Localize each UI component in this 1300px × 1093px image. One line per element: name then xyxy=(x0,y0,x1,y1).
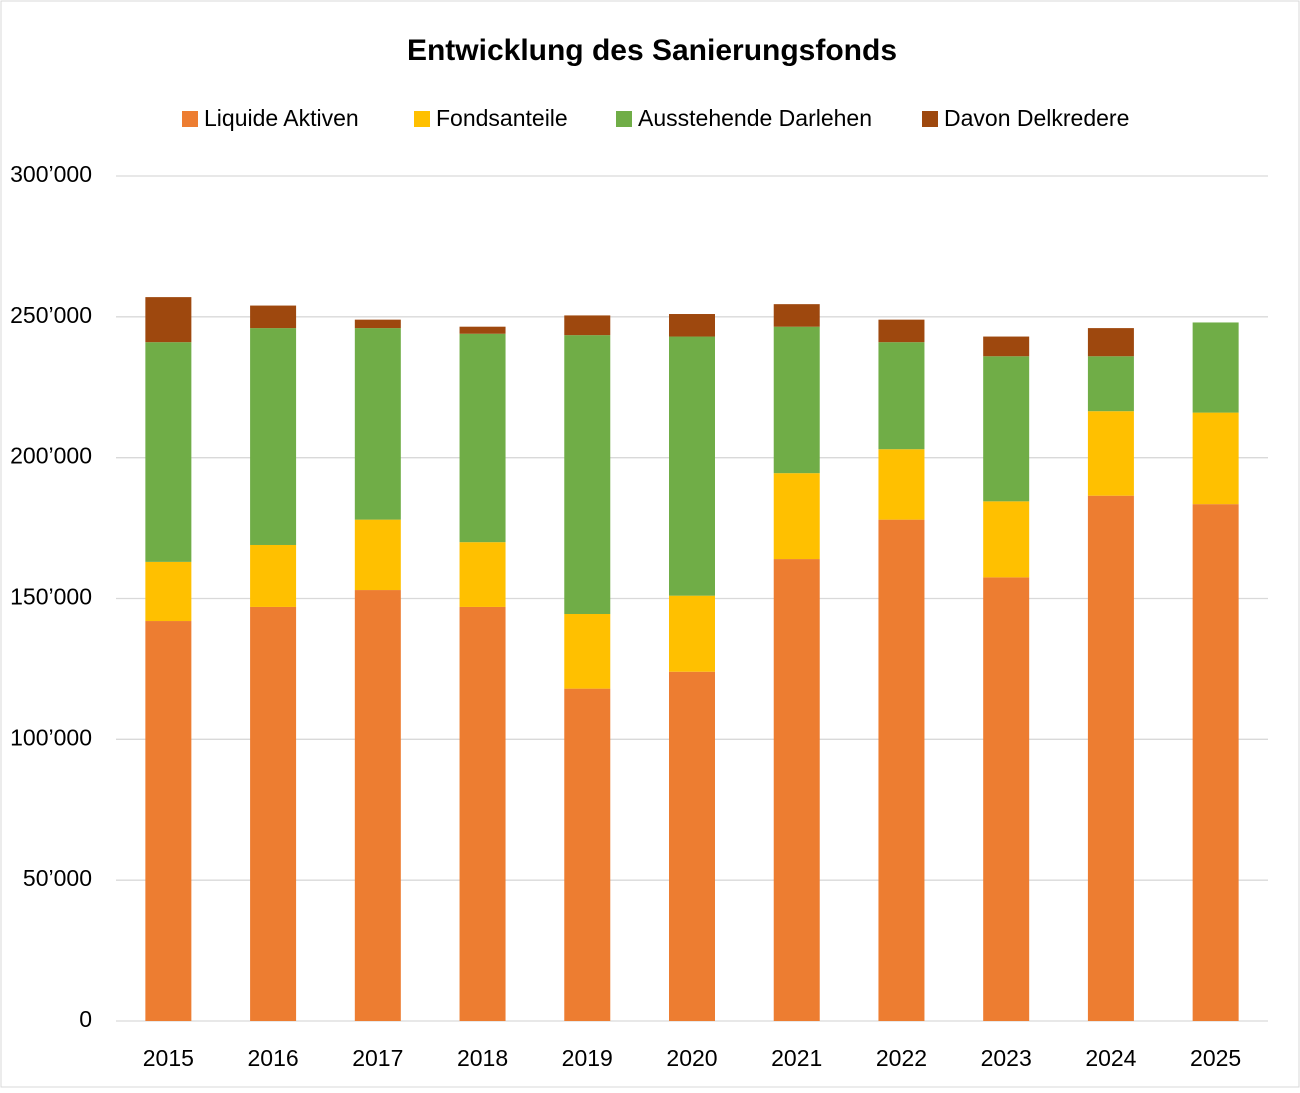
bar-segment xyxy=(354,319,401,329)
bar-segment xyxy=(773,473,820,560)
bar-segment xyxy=(1087,328,1134,357)
bar-segment xyxy=(1192,412,1239,505)
bar-segment xyxy=(145,621,192,1021)
y-tick-label: 100’000 xyxy=(10,724,92,750)
bar-segment xyxy=(1087,495,1134,1022)
bar-segment xyxy=(564,335,611,614)
legend-label: Fondsanteile xyxy=(436,105,568,131)
legend-label: Davon Delkredere xyxy=(944,105,1129,131)
bar-segment xyxy=(878,342,925,450)
x-tick-label: 2023 xyxy=(981,1045,1032,1071)
bar-segment xyxy=(145,561,192,622)
bar-segment xyxy=(878,319,925,343)
chart-title: Entwicklung des Sanierungsfonds xyxy=(407,34,897,67)
bar-segment xyxy=(145,342,192,562)
bar-segment xyxy=(354,590,401,1021)
bar-segment xyxy=(564,613,611,689)
bar-segment xyxy=(878,519,925,1021)
bar-segment xyxy=(459,333,506,543)
legend-swatch xyxy=(414,111,430,127)
x-tick-label: 2016 xyxy=(248,1045,299,1071)
bar-segment xyxy=(250,544,297,607)
x-tick-label: 2022 xyxy=(876,1045,927,1071)
bar-segment xyxy=(459,606,506,1021)
bar-segment xyxy=(250,606,297,1021)
bar-segment xyxy=(983,356,1030,502)
bar-segment xyxy=(878,449,925,520)
legend-swatch xyxy=(616,111,632,127)
bar-segment xyxy=(564,688,611,1021)
bar-segment xyxy=(250,305,297,329)
bar-segment xyxy=(773,304,820,327)
legend-swatch xyxy=(182,111,198,127)
legend-label: Ausstehende Darlehen xyxy=(638,105,872,131)
bar-segment xyxy=(145,297,192,343)
bar-segment xyxy=(564,315,611,336)
bar-segment xyxy=(773,559,820,1021)
bar-segment xyxy=(459,326,506,334)
bar-segment xyxy=(983,577,1030,1021)
bar-segment xyxy=(983,336,1030,357)
y-tick-label: 200’000 xyxy=(10,443,92,469)
bar-segment xyxy=(250,328,297,545)
y-tick-label: 300’000 xyxy=(10,161,92,187)
y-tick-label: 150’000 xyxy=(10,584,92,610)
x-tick-label: 2015 xyxy=(143,1045,194,1071)
x-tick-label: 2018 xyxy=(457,1045,508,1071)
bar-segment xyxy=(669,595,715,672)
x-tick-label: 2017 xyxy=(352,1045,403,1071)
bar-segment xyxy=(669,336,715,596)
bar-segment xyxy=(459,542,506,607)
bar-segment xyxy=(1192,322,1239,413)
legend-label: Liquide Aktiven xyxy=(204,105,359,131)
legend-swatch xyxy=(922,111,938,127)
bar-segment xyxy=(354,328,401,520)
bar-segment xyxy=(669,314,715,337)
x-tick-label: 2021 xyxy=(771,1045,822,1071)
x-tick-label: 2019 xyxy=(562,1045,613,1071)
bar-segment xyxy=(1087,356,1134,412)
x-tick-label: 2024 xyxy=(1085,1045,1136,1071)
x-tick-label: 2020 xyxy=(666,1045,717,1071)
y-tick-label: 250’000 xyxy=(10,302,92,328)
bar-segment xyxy=(354,519,401,591)
y-tick-label: 50’000 xyxy=(23,865,92,891)
bar-segment xyxy=(983,501,1030,578)
x-tick-label: 2025 xyxy=(1190,1045,1241,1071)
y-tick-label: 0 xyxy=(79,1006,92,1032)
bar-segment xyxy=(1192,504,1239,1021)
bar-segment xyxy=(669,671,715,1021)
bar-segment xyxy=(773,326,820,474)
bar-segment xyxy=(1087,411,1134,496)
